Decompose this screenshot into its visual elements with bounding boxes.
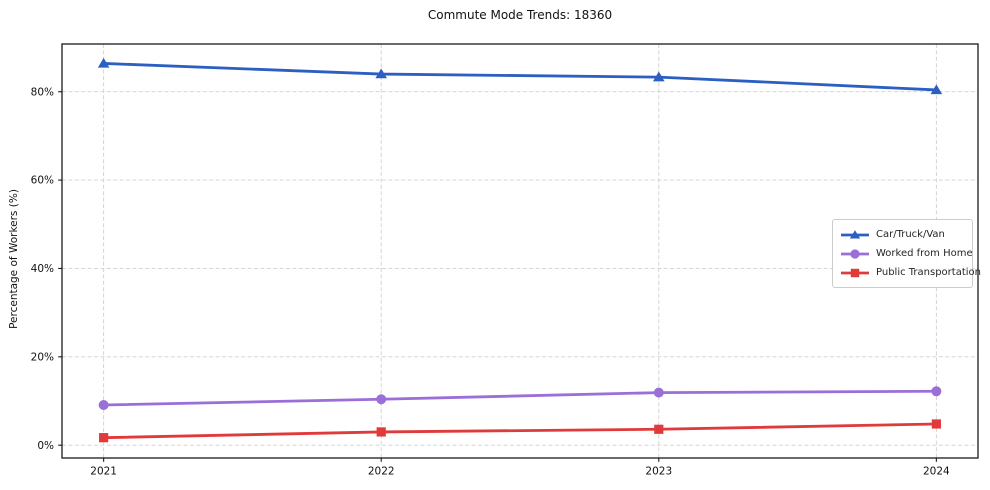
legend-label: Worked from Home — [876, 248, 973, 259]
data-point-marker — [931, 419, 941, 429]
data-point-marker — [652, 71, 665, 82]
legend-label: Car/Truck/Van — [876, 229, 945, 240]
chart-title: Commute Mode Trends: 18360 — [427, 8, 613, 22]
data-point-marker — [931, 386, 942, 397]
y-tick-label: 40% — [31, 263, 54, 275]
y-tick-label: 60% — [31, 175, 54, 187]
y-tick-label: 80% — [31, 86, 54, 98]
series-line-car-truck-van — [102, 62, 938, 92]
x-tick-label: 2024 — [923, 466, 950, 478]
axes-spines — [61, 43, 979, 459]
square-marker-swatch-icon — [841, 268, 869, 277]
data-point-marker — [376, 427, 386, 437]
x-tick-label: 2022 — [368, 466, 395, 478]
y-tick-label: 0% — [37, 440, 54, 452]
data-point-marker — [654, 424, 664, 434]
legend-item: Car/Truck/Van — [840, 225, 964, 244]
series-line-worked-from-home — [102, 389, 938, 407]
data-point-marker — [98, 399, 109, 410]
legend-item: Worked from Home — [840, 244, 973, 263]
x-tick-label: 2021 — [90, 466, 117, 478]
series-line-public-transportation — [102, 422, 938, 440]
legend-item: Public Transportation — [840, 263, 981, 282]
circle-marker-swatch-icon — [841, 248, 869, 259]
y-tick-label: 20% — [31, 351, 54, 363]
data-point-marker — [375, 68, 388, 79]
data-point-marker — [653, 387, 664, 398]
data-point-marker — [930, 84, 943, 95]
legend: Car/Truck/Van Worked from Home Public Tran… — [832, 219, 981, 288]
x-tick-label: 2023 — [645, 466, 672, 478]
data-point-marker — [376, 394, 387, 405]
data-point-marker — [97, 57, 110, 68]
data-point-marker — [99, 433, 109, 443]
legend-label: Public Transportation — [876, 267, 981, 278]
triangle-marker-swatch-icon — [841, 229, 869, 238]
